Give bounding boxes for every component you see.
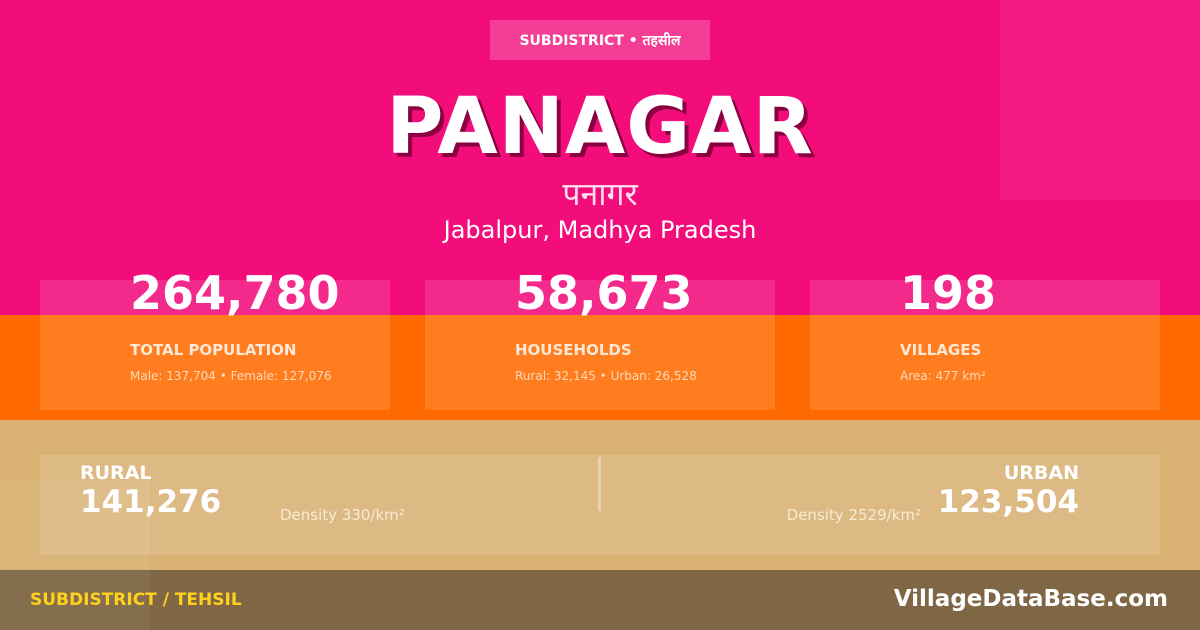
stat-card-villages: 198 VILLAGES Area: 477 km² (810, 266, 1160, 410)
location: Jabalpur, Madhya Pradesh (443, 216, 757, 244)
header-band (0, 0, 1200, 315)
decorative-square (1000, 0, 1200, 200)
urban-density: Density 2529/km² (786, 506, 921, 524)
type-badge: SUBDISTRICT • तहसील (490, 20, 710, 60)
split-band (0, 420, 1200, 570)
stat-value: 264,780 (130, 266, 340, 320)
rural-urban-panel (40, 455, 1160, 555)
rural-label: RURAL (80, 462, 152, 484)
stat-value: 58,673 (515, 266, 693, 320)
page-title: PANAGAR (386, 82, 814, 172)
stat-card-population: 264,780 TOTAL POPULATION Male: 137,704 •… (40, 266, 390, 410)
stat-sub: Area: 477 km² (900, 369, 986, 383)
stat-label: HOUSEHOLDS (515, 341, 632, 359)
urban-label: URBAN (1003, 462, 1079, 484)
stat-label: VILLAGES (900, 341, 982, 359)
footer-type-label: SUBDISTRICT / TEHSIL (30, 590, 242, 610)
decorative-square (0, 480, 150, 630)
stat-sub: Male: 137,704 • Female: 127,076 (130, 369, 332, 383)
stat-value: 198 (900, 266, 997, 320)
stat-card-households: 58,673 HOUSEHOLDS Rural: 32,145 • Urban:… (425, 266, 775, 410)
rural-density: Density 330/km² (280, 506, 405, 524)
title-hindi: पनागर (562, 175, 638, 213)
divider (598, 457, 601, 511)
stat-sub: Rural: 32,145 • Urban: 26,528 (515, 369, 697, 383)
rural-value: 141,276 (80, 484, 222, 520)
stat-label: TOTAL POPULATION (130, 341, 297, 359)
footer-bar (0, 570, 1200, 630)
urban-value: 123,504 (937, 484, 1079, 520)
stats-band (0, 315, 1200, 420)
site-logo[interactable]: VillageDataBase.com (893, 586, 1168, 612)
